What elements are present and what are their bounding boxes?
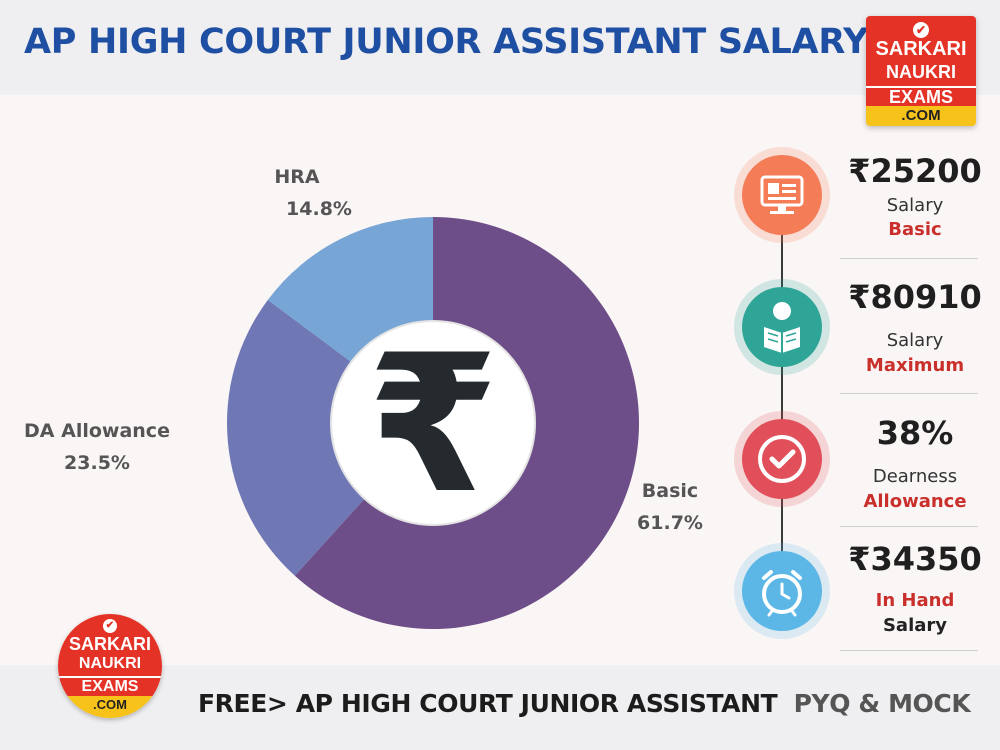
timeline-line: [781, 190, 783, 600]
info-value-basic: ₹25200: [848, 152, 982, 190]
brand-logo[interactable]: ✔ SARKARI NAUKRI EXAMS .COM: [866, 16, 976, 126]
slice-value-hra: 14.8%: [286, 198, 352, 220]
rupee-icon: ₹: [367, 314, 499, 535]
slice-label-da-allowance: DA Allowance: [24, 420, 170, 442]
info-sublabel-inhand: Salary: [882, 615, 948, 636]
info-sublabel-basic: Basic: [888, 219, 942, 240]
logo-line-4: .COM: [866, 106, 976, 126]
footer-logo-line-4: .COM: [58, 696, 162, 718]
footer-logo-line-1: SARKARI: [68, 634, 151, 654]
footer-logo-line-3: EXAMS: [58, 676, 162, 696]
info-label-maximum: Salary: [886, 330, 944, 351]
info-circle-da: [734, 411, 830, 507]
checkmark-icon: [758, 435, 806, 483]
slice-label-basic: Basic: [642, 480, 698, 502]
footer-bar: [0, 665, 1000, 750]
check-icon: ✔: [103, 619, 117, 633]
header-bar: AP HIGH COURT JUNIOR ASSISTANT SALARY: [0, 0, 1000, 95]
slice-value-da-allowance: 23.5%: [64, 452, 130, 474]
divider: [840, 650, 978, 651]
info-value-da: 38%: [876, 414, 954, 452]
slice-da-allowance: [226, 299, 433, 576]
footer-brand-logo[interactable]: ✔ SARKARI NAUKRI EXAMS .COM: [58, 614, 162, 718]
divider: [840, 526, 978, 527]
salary-donut-chart: ₹ Basic 61.7% DA Allowance 23.5% HRA 14.8%: [24, 166, 703, 629]
info-value-inhand: ₹34350: [848, 540, 982, 578]
divider: [840, 393, 978, 394]
info-label-da: Dearness: [872, 466, 958, 487]
info-value-maximum: ₹80910: [848, 278, 982, 316]
info-label-inhand: In Hand: [875, 590, 955, 611]
alarm-clock-icon: [762, 570, 802, 617]
logo-line-1: SARKARI: [875, 38, 967, 60]
footer-cta-main: FREE> AP HIGH COURT JUNIOR ASSISTANT: [198, 689, 778, 718]
footer-cta-secondary: PYQ & MOCK: [793, 689, 971, 718]
divider: [840, 258, 978, 259]
footer-logo-line-2: NAUKRI: [78, 655, 142, 672]
monitor-id-icon: [760, 175, 804, 214]
info-sublabel-maximum: Maximum: [865, 355, 965, 376]
info-circle-maximum: [734, 279, 830, 375]
logo-line-3: EXAMS: [866, 86, 976, 106]
check-icon: ✔: [913, 22, 929, 38]
slice-value-basic: 61.7%: [637, 512, 703, 534]
page-title: AP HIGH COURT JUNIOR ASSISTANT SALARY: [24, 22, 869, 62]
logo-line-2: NAUKRI: [886, 62, 956, 82]
info-circle-basic: [734, 147, 830, 243]
info-circle-inhand: [734, 543, 830, 639]
info-sublabel-da: Allowance: [863, 491, 967, 512]
footer-cta[interactable]: FREE> AP HIGH COURT JUNIOR ASSISTANT PYQ…: [198, 689, 971, 718]
slice-label-hra: HRA: [274, 166, 320, 188]
donut-center: [330, 320, 536, 526]
info-label-basic: Salary: [886, 195, 944, 216]
reading-person-icon: [764, 302, 800, 353]
